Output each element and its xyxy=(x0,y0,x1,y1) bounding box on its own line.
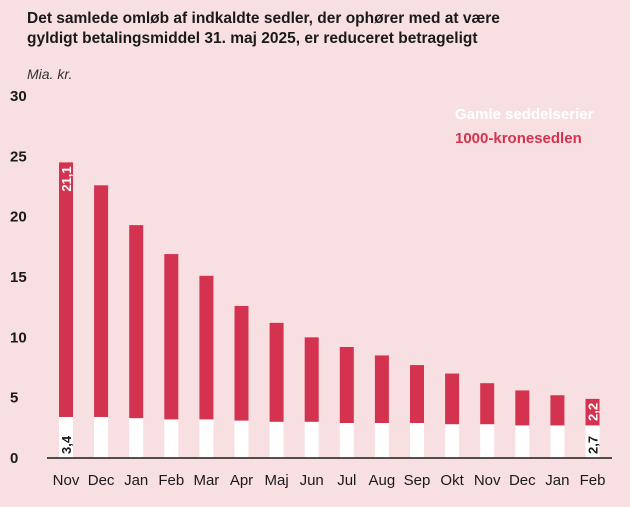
x-tick-label: Feb xyxy=(580,472,606,489)
x-tick-label: Mar xyxy=(193,472,219,489)
legend-item-1000-kronesedlen: 1000-kronesedlen xyxy=(455,130,582,147)
y-tick-label: 5 xyxy=(10,390,18,407)
bar-segment-1000-kronesedlen xyxy=(269,322,284,422)
x-tick-label: Dec xyxy=(509,472,536,489)
x-tick-label: Aug xyxy=(369,472,396,489)
bar-segment-1000-kronesedlen xyxy=(374,355,389,424)
data-label: 2,7 xyxy=(586,436,601,454)
chart-title-line-1: Det samlede omløb af indkaldte sedler, d… xyxy=(27,10,500,27)
bar-segment-gamle-seddelserier xyxy=(585,425,600,458)
y-tick-label: 0 xyxy=(10,450,18,467)
bar-segment-gamle-seddelserier xyxy=(304,421,319,458)
bar-segment-gamle-seddelserier xyxy=(515,425,530,458)
bar-segment-1000-kronesedlen xyxy=(129,225,144,419)
chart-title-line-2: gyldigt betalingsmiddel 31. maj 2025, er… xyxy=(27,30,478,47)
data-label: 21,1 xyxy=(59,166,74,191)
bar-segment-gamle-seddelserier xyxy=(94,416,109,458)
x-tick-label: Maj xyxy=(265,472,289,489)
data-label: 2,2 xyxy=(586,403,601,421)
bar-segment-gamle-seddelserier xyxy=(339,423,354,458)
bar-segment-gamle-seddelserier xyxy=(269,421,284,458)
chart-title: Det samlede omløb af indkaldte sedler, d… xyxy=(27,9,617,49)
x-tick-label: Okt xyxy=(440,472,464,489)
legend-item-gamle-seddelserier: Gamle seddelserier xyxy=(455,106,594,123)
x-tick-label: Sep xyxy=(404,472,431,489)
bar-segment-gamle-seddelserier xyxy=(164,419,179,458)
bar-segment-1000-kronesedlen xyxy=(480,383,495,425)
bar-segment-gamle-seddelserier xyxy=(410,423,424,458)
x-tick-label: Jul xyxy=(337,472,356,489)
x-tick-label: Jan xyxy=(124,472,148,489)
bar-segment-gamle-seddelserier xyxy=(59,416,73,458)
bar-segment-1000-kronesedlen xyxy=(410,365,424,424)
y-tick-label: 10 xyxy=(10,329,27,346)
y-tick-label: 30 xyxy=(10,88,27,105)
bar-segment-1000-kronesedlen xyxy=(234,305,249,421)
bar-segment-gamle-seddelserier xyxy=(234,420,249,458)
bar-segment-gamle-seddelserier xyxy=(199,419,214,458)
bar-segment-gamle-seddelserier xyxy=(445,424,460,458)
x-tick-label: Jan xyxy=(545,472,569,489)
bar-segment-1000-kronesedlen xyxy=(550,395,565,426)
bar-segment-1000-kronesedlen xyxy=(515,390,530,426)
y-tick-label: 20 xyxy=(10,209,27,226)
y-tick-label: 25 xyxy=(10,148,27,165)
bar-segment-1000-kronesedlen xyxy=(445,373,460,425)
x-tick-label: Feb xyxy=(158,472,184,489)
bar-segment-1000-kronesedlen xyxy=(164,254,179,420)
data-label: 3,4 xyxy=(59,435,74,454)
bar-segment-gamle-seddelserier xyxy=(480,424,495,458)
bar-segment-1000-kronesedlen xyxy=(585,398,600,426)
bar-segment-1000-kronesedlen xyxy=(199,275,214,420)
bar-segment-gamle-seddelserier xyxy=(374,423,389,458)
bar-segment-1000-kronesedlen xyxy=(59,162,73,417)
bar-segment-1000-kronesedlen xyxy=(339,346,354,424)
x-tick-label: Jun xyxy=(300,472,324,489)
bar-segment-1000-kronesedlen xyxy=(304,337,319,422)
bar-segment-gamle-seddelserier xyxy=(129,418,144,458)
x-tick-label: Nov xyxy=(474,472,501,489)
x-tick-label: Apr xyxy=(230,472,253,489)
x-tick-label: Nov xyxy=(53,472,80,489)
x-tick-label: Dec xyxy=(88,472,115,489)
bar-segment-gamle-seddelserier xyxy=(550,425,565,458)
y-axis-unit-label: Mia. kr. xyxy=(27,66,73,82)
bar-segment-1000-kronesedlen xyxy=(94,185,109,417)
y-tick-label: 15 xyxy=(10,269,27,286)
